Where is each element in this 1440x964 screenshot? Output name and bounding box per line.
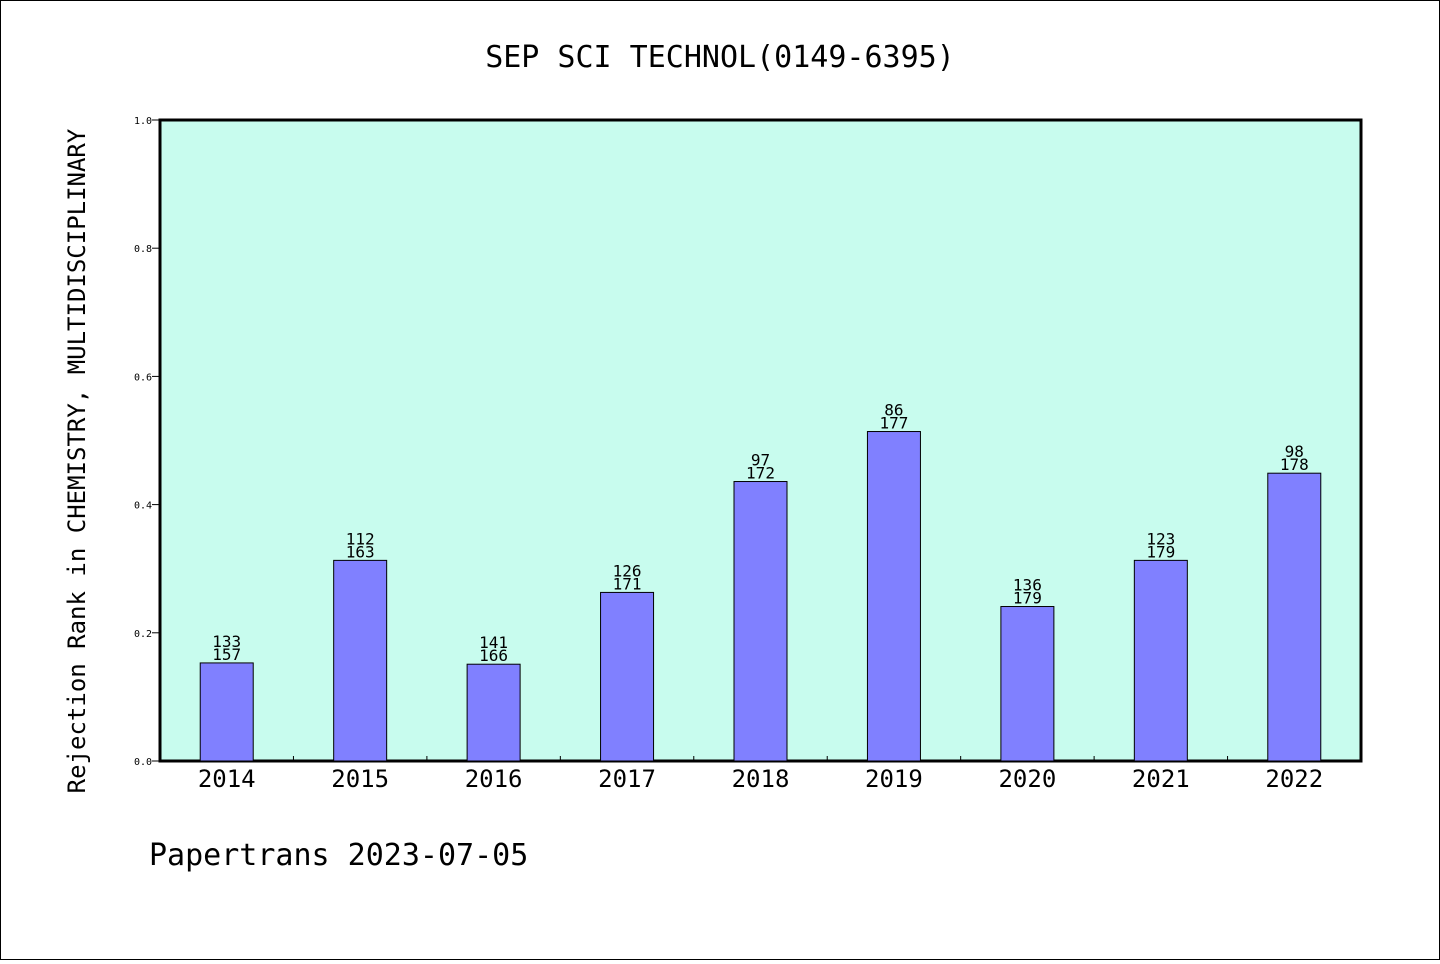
- footer-caption: Papertrans 2023-07-05: [149, 838, 528, 873]
- bar: [1267, 472, 1322, 762]
- chart-title: SEP SCI TECHNOL(0149-6395): [485, 40, 955, 75]
- bar-label-total: 166: [479, 646, 508, 665]
- bar-label-total: 179: [1013, 589, 1042, 608]
- bar: [866, 431, 921, 762]
- y-tick-label: 0.0: [134, 757, 152, 768]
- y-tick-label: 0.4: [134, 501, 152, 512]
- bar-label-total: 163: [346, 542, 375, 561]
- bar-labels: 1331571121631411661261719717286177136179…: [212, 401, 1308, 666]
- x-axis: 2014 2015 2016 2017 2018 2019 2020 2021 2022: [198, 756, 1323, 793]
- bar-label-total: 177: [879, 414, 908, 433]
- bar-label-rank: 112: [346, 529, 375, 548]
- x-tick-label: 2014: [198, 765, 256, 793]
- bar-label-total: 178: [1280, 455, 1309, 474]
- x-tick-label: 2018: [732, 765, 790, 793]
- bar-label-rank: 141: [479, 633, 508, 652]
- bar-label-rank: 133: [212, 632, 241, 651]
- bar-label-total: 171: [613, 574, 642, 593]
- bar-label-rank: 97: [751, 451, 770, 470]
- bar: [600, 591, 655, 762]
- x-tick-label: 2016: [465, 765, 523, 793]
- bar-label-total: 157: [212, 645, 241, 664]
- x-tick-label: 2015: [331, 765, 389, 793]
- bar-series: [199, 431, 1322, 762]
- bar-label-rank: 123: [1146, 529, 1175, 548]
- bar: [733, 481, 788, 762]
- bar: [1133, 559, 1188, 762]
- y-tick-label: 0.6: [134, 372, 152, 383]
- x-tick-label: 2017: [598, 765, 656, 793]
- x-tick-label: 2019: [865, 765, 923, 793]
- y-tick-label: 1.0: [134, 116, 152, 127]
- bar: [333, 559, 388, 762]
- bar-label-rank: 136: [1013, 576, 1042, 595]
- bar-label-rank: 126: [613, 561, 642, 580]
- x-tick-label: 2020: [998, 765, 1056, 793]
- bar: [199, 662, 254, 762]
- bar-label-rank: 86: [884, 401, 903, 420]
- y-axis-label: Rejection Rank in CHEMISTRY, MULTIDISCIP…: [63, 128, 91, 793]
- bar-label-rank: 98: [1285, 442, 1304, 461]
- x-tick-label: 2022: [1265, 765, 1323, 793]
- y-axis: 0.0 0.2 0.4 0.6 0.8 1.0: [134, 116, 160, 768]
- x-tick-label: 2021: [1132, 765, 1190, 793]
- bar-label-total: 179: [1146, 542, 1175, 561]
- y-tick-label: 0.2: [134, 629, 152, 640]
- y-tick-label: 0.8: [134, 244, 152, 255]
- bar: [466, 663, 521, 762]
- bar-label-total: 172: [746, 464, 775, 483]
- bar: [1000, 606, 1055, 762]
